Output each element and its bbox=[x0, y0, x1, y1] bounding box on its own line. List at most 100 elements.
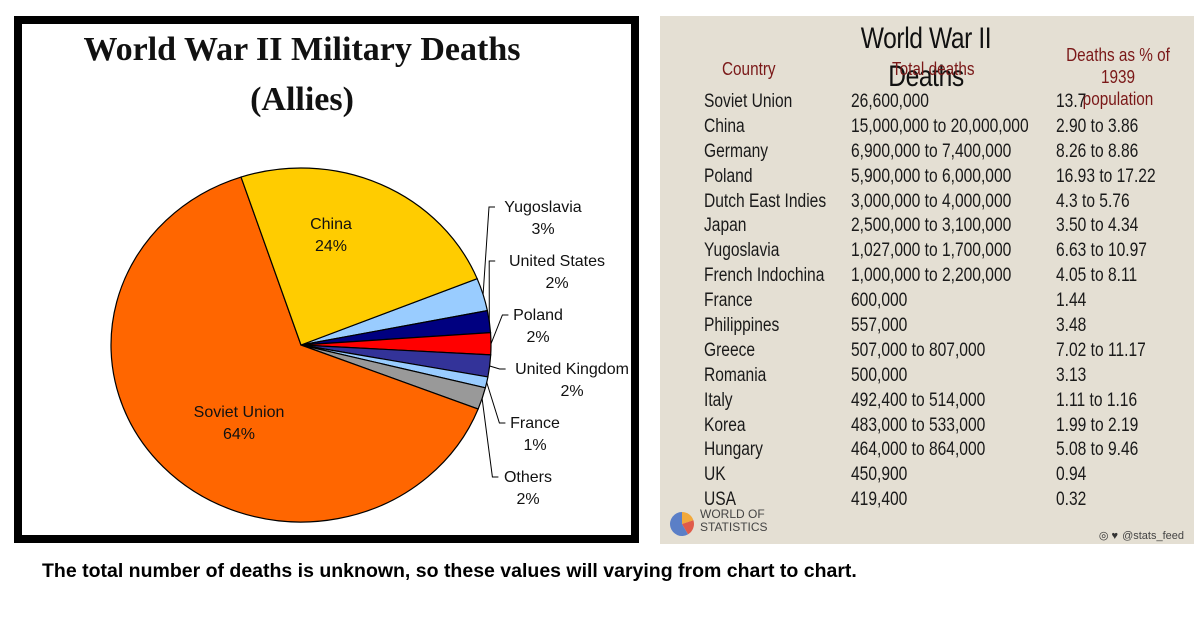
pie-value-france: 1% bbox=[523, 437, 546, 454]
column-header-total-deaths: Total deaths bbox=[892, 59, 975, 79]
cell-percent: 4.3 to 5.76 bbox=[1056, 190, 1130, 212]
cell-country: Dutch East Indies bbox=[704, 190, 827, 212]
table-row: Dutch East Indies 3,000,000 to 4,000,000 4… bbox=[704, 190, 1184, 215]
pie-slice-china bbox=[240, 167, 478, 346]
pie-leader-line-yugoslavia bbox=[482, 206, 495, 295]
table-title: World War II Deaths bbox=[860, 22, 992, 93]
cell-country: Hungary bbox=[704, 439, 763, 461]
pie-label-soviet-union: Soviet Union bbox=[194, 404, 285, 421]
pie-value-united-states: 2% bbox=[545, 275, 568, 292]
column-header-percent-line2: 1939 population bbox=[1082, 67, 1154, 109]
cell-percent: 1.99 to 2.19 bbox=[1056, 414, 1139, 436]
pie-value-others: 2% bbox=[516, 491, 539, 508]
cell-percent: 16.93 to 17.22 bbox=[1056, 165, 1156, 187]
cell-total-deaths: 600,000 bbox=[851, 290, 908, 312]
cell-total-deaths: 1,000,000 to 2,200,000 bbox=[851, 265, 1012, 287]
pie-label-others: Others bbox=[504, 469, 552, 486]
pie-value-poland: 2% bbox=[526, 329, 549, 346]
cell-total-deaths: 500,000 bbox=[851, 364, 908, 386]
cell-country: French Indochina bbox=[704, 265, 825, 287]
caption-text: The total number of deaths is unknown, s… bbox=[42, 560, 857, 582]
logo-line-2: STATISTICS bbox=[700, 520, 768, 534]
cell-percent: 4.05 to 8.11 bbox=[1056, 265, 1138, 287]
pie-logo-icon bbox=[670, 512, 694, 536]
cell-country: Philippines bbox=[704, 315, 780, 337]
table-row: France 600,000 1.44 bbox=[704, 289, 1184, 314]
cell-percent: 8.26 to 8.86 bbox=[1056, 140, 1139, 162]
cell-percent: 3.50 to 4.34 bbox=[1056, 215, 1139, 237]
pie-leader-line-united-kingdom bbox=[489, 365, 506, 370]
table-row: Romania 500,000 3.13 bbox=[704, 364, 1184, 389]
table-row: Soviet Union 26,600,000 13.7 bbox=[704, 90, 1184, 115]
pie-value-china: 24% bbox=[315, 238, 347, 255]
cell-percent: 5.08 to 9.46 bbox=[1056, 439, 1139, 461]
cell-country: Soviet Union bbox=[704, 91, 793, 112]
social-handle: ◎ ♥ @stats_feed bbox=[1099, 529, 1184, 542]
cell-percent: 0.32 bbox=[1056, 489, 1087, 511]
pie-label-poland: Poland bbox=[513, 307, 563, 324]
cell-country: Romania bbox=[704, 364, 767, 386]
cell-percent: 7.02 to 11.17 bbox=[1056, 339, 1146, 361]
cell-total-deaths: 419,400 bbox=[851, 489, 908, 511]
pie-chart-svg: China 24% Soviet Union 64% Yugoslavia 3% Unite… bbox=[110, 167, 629, 523]
table-row: Poland 5,900,000 to 6,000,000 16.93 to 17.… bbox=[704, 165, 1184, 190]
cell-percent: 3.13 bbox=[1056, 364, 1087, 386]
cell-country: Japan bbox=[704, 215, 747, 237]
table-row: Japan 2,500,000 to 3,100,000 3.50 to 4.34 bbox=[704, 214, 1184, 239]
cell-total-deaths: 5,900,000 to 6,000,000 bbox=[851, 165, 1012, 187]
column-header-percent: Deaths as % of 1939 population bbox=[1065, 44, 1170, 110]
column-header-country: Country bbox=[722, 59, 776, 79]
cell-percent: 6.63 to 10.97 bbox=[1056, 240, 1147, 262]
cell-total-deaths: 450,900 bbox=[851, 464, 908, 486]
pie-label-france: France bbox=[510, 415, 560, 432]
cell-total-deaths: 26,600,000 bbox=[851, 91, 929, 112]
pie-slice-soviet-union bbox=[110, 176, 479, 523]
cell-country: Korea bbox=[704, 414, 746, 436]
world-of-statistics-logo-text: WORLD OF STATISTICS bbox=[700, 508, 780, 534]
handle-text: @stats_feed bbox=[1122, 530, 1184, 542]
cell-country: USA bbox=[704, 489, 737, 511]
table-row: Hungary 464,000 to 864,000 5.08 to 9.46 bbox=[704, 438, 1184, 463]
table-row: UK 450,900 0.94 bbox=[704, 463, 1184, 488]
table-row: Italy 492,400 to 514,000 1.11 to 1.16 bbox=[704, 389, 1184, 414]
pie-label-united-kingdom: United Kingdom bbox=[515, 361, 629, 378]
table-body: Soviet Union 26,600,000 13.7 China 15,000,00… bbox=[704, 90, 1184, 513]
pie-value-yugoslavia: 3% bbox=[531, 221, 554, 238]
pie-label-yugoslavia: Yugoslavia bbox=[504, 199, 581, 216]
cell-total-deaths: 1,027,000 to 1,700,000 bbox=[851, 240, 1012, 262]
pie-value-soviet-union: 64% bbox=[223, 426, 255, 443]
cell-total-deaths: 557,000 bbox=[851, 315, 908, 337]
cell-total-deaths: 483,000 to 533,000 bbox=[851, 414, 986, 436]
cell-country: France bbox=[704, 290, 753, 312]
column-header-percent-line1: Deaths as % of bbox=[1066, 45, 1170, 65]
cell-percent: 2.90 to 3.86 bbox=[1056, 115, 1139, 137]
cell-country: UK bbox=[704, 464, 726, 486]
instagram-twitter-icon: ◎ ♥ bbox=[1098, 530, 1119, 542]
pie-chart-panel: World War II Military Deaths (Allies) Ch… bbox=[14, 16, 639, 543]
pie-leader-line-poland bbox=[490, 314, 509, 344]
table-row: French Indochina 1,000,000 to 2,200,000 4.… bbox=[704, 264, 1184, 289]
cell-percent: 3.48 bbox=[1056, 315, 1087, 337]
cell-total-deaths: 464,000 to 864,000 bbox=[851, 439, 986, 461]
table-row: Philippines 557,000 3.48 bbox=[704, 314, 1184, 339]
pie-value-united-kingdom: 2% bbox=[560, 383, 583, 400]
table-row: Greece 507,000 to 807,000 7.02 to 11.17 bbox=[704, 339, 1184, 364]
cell-total-deaths: 3,000,000 to 4,000,000 bbox=[851, 190, 1012, 212]
pie-leader-line-france bbox=[486, 382, 506, 424]
cell-total-deaths: 2,500,000 to 3,100,000 bbox=[851, 215, 1012, 237]
cell-total-deaths: 507,000 to 807,000 bbox=[851, 339, 986, 361]
cell-country: China bbox=[704, 115, 745, 137]
cell-percent: 13.7 bbox=[1056, 91, 1087, 112]
pie-chart-subtitle: (Allies) bbox=[250, 81, 354, 118]
cell-country: Germany bbox=[704, 140, 769, 162]
cell-country: Italy bbox=[704, 389, 733, 411]
table-row: USA 419,400 0.32 bbox=[704, 488, 1184, 513]
table-row: Korea 483,000 to 533,000 1.99 to 2.19 bbox=[704, 414, 1184, 439]
pie-label-china: China bbox=[310, 216, 352, 233]
cell-percent: 1.44 bbox=[1056, 290, 1087, 312]
cell-country: Poland bbox=[704, 165, 753, 187]
pie-leader-line-united-states bbox=[488, 260, 496, 322]
pie-chart-area: World War II Military Deaths (Allies) Ch… bbox=[22, 24, 631, 535]
cell-country: Yugoslavia bbox=[704, 240, 780, 262]
cell-percent: 1.11 to 1.16 bbox=[1056, 389, 1138, 411]
